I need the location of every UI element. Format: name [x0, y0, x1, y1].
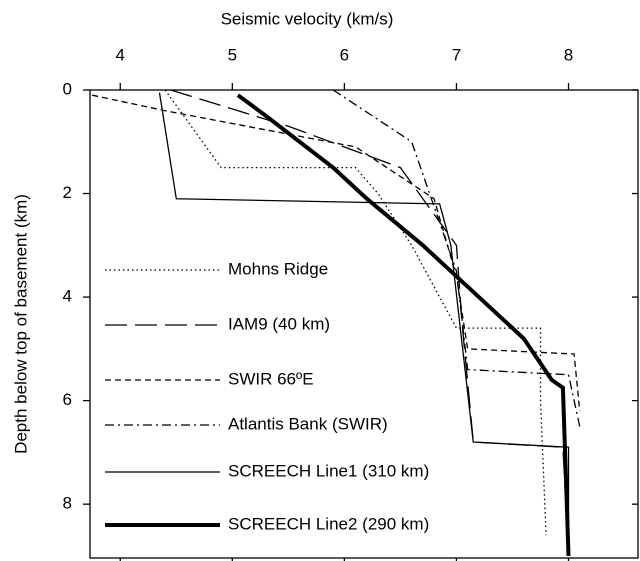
legend-label: SWIR 66ºE [228, 369, 314, 388]
y-tick-label: 0 [63, 79, 72, 98]
plot-frame [89, 89, 639, 559]
y-tick-label: 4 [63, 287, 72, 306]
series-line [158, 92, 570, 556]
legend-label: IAM9 (40 km) [228, 314, 330, 333]
x-tick-label: 6 [340, 45, 349, 64]
y-tick-label: 6 [63, 390, 72, 409]
legend-label: SCREECH Line2 (290 km) [228, 514, 429, 533]
y-tick-label: 2 [63, 183, 72, 202]
x-tick-label: 7 [452, 45, 461, 64]
x-axis-label: Seismic velocity (km/s) [221, 9, 394, 28]
x-tick-label: 5 [228, 45, 237, 64]
series-line [92, 94, 581, 412]
legend-label: Mohns Ridge [228, 259, 328, 278]
y-tick-label: 8 [63, 494, 72, 513]
x-tick-label: 4 [116, 45, 125, 64]
series-line [332, 89, 581, 427]
series-line [236, 93, 571, 556]
legend-label: Atlantis Bank (SWIR) [228, 414, 388, 433]
legend-label: SCREECH Line1 (310 km) [228, 461, 429, 480]
x-tick-label: 8 [564, 45, 573, 64]
y-axis-label: Depth below top of basement (km) [11, 194, 30, 454]
